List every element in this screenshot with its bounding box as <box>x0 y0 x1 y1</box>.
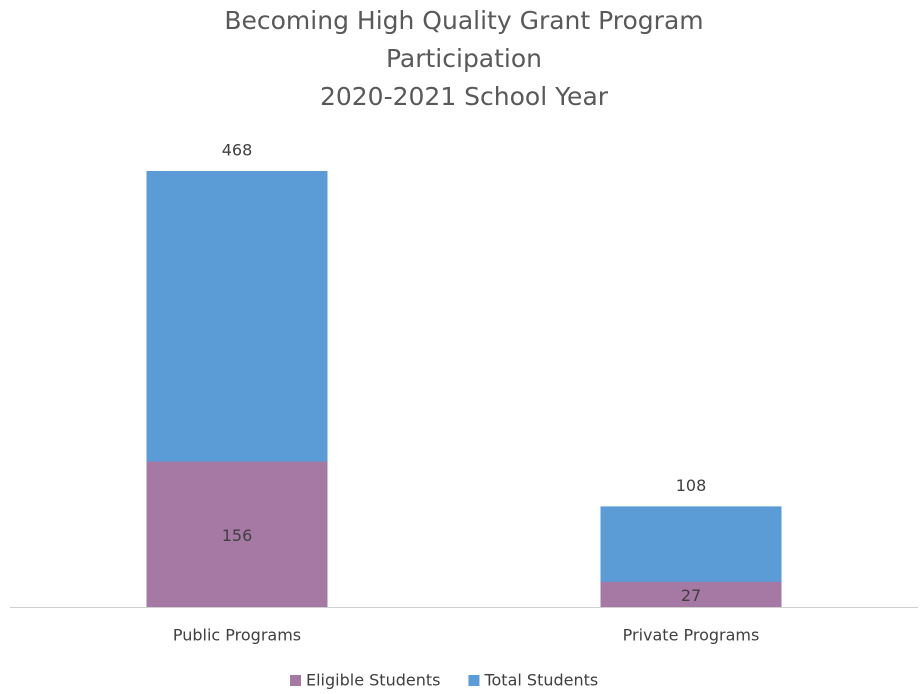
x-tick-label: Private Programs <box>623 626 760 645</box>
data-label: 156 <box>222 526 253 545</box>
bar <box>600 581 782 607</box>
legend-label: Total Students <box>483 671 598 690</box>
data-label: 27 <box>681 586 701 605</box>
data-label: 108 <box>676 476 707 495</box>
data-label: 468 <box>222 141 253 160</box>
legend-label: Eligible Students <box>306 671 440 690</box>
bar <box>146 461 328 607</box>
chart-title: Participation <box>386 44 542 73</box>
legend-swatch <box>290 675 301 686</box>
legend-swatch <box>468 675 480 686</box>
x-tick-label: Public Programs <box>173 626 301 645</box>
chart-title: Becoming High Quality Grant Program <box>224 6 703 35</box>
chart-title: 2020-2021 School Year <box>320 82 609 111</box>
